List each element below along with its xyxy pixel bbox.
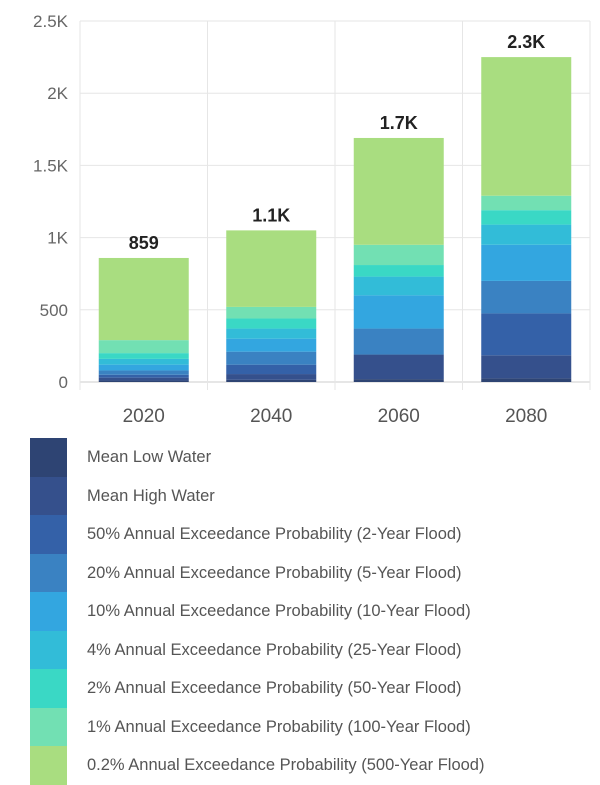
legend-swatch bbox=[30, 707, 67, 746]
legend-label: 50% Annual Exceedance Probability (2-Yea… bbox=[87, 525, 462, 543]
legend-label: 2% Annual Exceedance Probability (50-Yea… bbox=[87, 679, 462, 697]
legend-label: 10% Annual Exceedance Probability (10-Ye… bbox=[87, 602, 471, 620]
legend-item[interactable]: 10% Annual Exceedance Probability (10-Ye… bbox=[30, 592, 595, 631]
legend-label: 0.2% Annual Exceedance Probability (500-… bbox=[87, 756, 485, 774]
bar-total-label: 1.1K bbox=[252, 205, 290, 225]
bar-segment bbox=[481, 57, 572, 196]
legend-swatch bbox=[30, 553, 67, 592]
bar-segment bbox=[226, 374, 317, 380]
legend-item[interactable]: 2% Annual Exceedance Probability (50-Yea… bbox=[30, 669, 595, 708]
bar-segment bbox=[98, 377, 189, 381]
legend-swatch bbox=[30, 438, 67, 477]
bar-segment bbox=[481, 280, 572, 314]
bar-segment bbox=[98, 353, 189, 359]
legend-label: Mean High Water bbox=[87, 486, 215, 505]
bar-segment bbox=[98, 358, 189, 365]
bar-segment bbox=[353, 276, 444, 296]
legend-label: 20% Annual Exceedance Probability (5-Yea… bbox=[87, 563, 462, 582]
legend-item[interactable]: Mean Low Water bbox=[30, 438, 595, 477]
y-tick-label: 2K bbox=[47, 84, 68, 103]
bar-segment bbox=[226, 379, 317, 382]
bar-segment bbox=[353, 354, 444, 380]
bar-segment bbox=[98, 257, 189, 341]
x-tick-label: 2020 bbox=[123, 406, 165, 427]
legend-swatch bbox=[30, 515, 67, 554]
bar-segment bbox=[98, 340, 189, 354]
bar-segment bbox=[353, 295, 444, 329]
bar-segment bbox=[98, 370, 189, 375]
legend-item[interactable]: 0.2% Annual Exceedance Probability (500-… bbox=[30, 746, 595, 785]
bar-total-label: 1.7K bbox=[380, 113, 418, 133]
y-tick-label: 1.5K bbox=[33, 156, 69, 175]
legend-item[interactable]: 4% Annual Exceedance Probability (25-Yea… bbox=[30, 630, 595, 669]
x-axis-labels: 2020 2040 2060 2080 bbox=[123, 406, 548, 427]
bar-segment bbox=[226, 364, 317, 375]
y-tick-label: 500 bbox=[40, 301, 68, 320]
bar-segment bbox=[226, 351, 317, 365]
legend-item[interactable]: 50% Annual Exceedance Probability (2-Yea… bbox=[30, 515, 595, 554]
legend-item[interactable]: Mean High Water bbox=[30, 476, 595, 515]
legend-swatch bbox=[30, 592, 67, 631]
bar-segment bbox=[226, 328, 317, 339]
y-axis-labels: 0 500 1K 1.5K 2K 2.5K bbox=[33, 12, 69, 392]
legend-swatch bbox=[30, 669, 67, 708]
bar-segment bbox=[226, 338, 317, 352]
bar-segment bbox=[353, 244, 444, 266]
bar-segment bbox=[481, 355, 572, 379]
bar-segment bbox=[353, 137, 444, 245]
bar-segment bbox=[481, 224, 572, 245]
legend-label: 1% Annual Exceedance Probability (100-Ye… bbox=[87, 717, 471, 736]
bar-segment bbox=[481, 210, 572, 225]
bar-segment bbox=[226, 318, 317, 329]
legend-label: 4% Annual Exceedance Probability (25-Yea… bbox=[87, 640, 462, 659]
x-tick-label: 2060 bbox=[378, 406, 420, 427]
x-tick-label: 2040 bbox=[250, 406, 292, 427]
bar-segment bbox=[353, 328, 444, 355]
legend-item[interactable]: 1% Annual Exceedance Probability (100-Ye… bbox=[30, 707, 595, 746]
x-tick-label: 2080 bbox=[505, 406, 547, 427]
bar-segment bbox=[481, 313, 572, 356]
bar-segment bbox=[353, 379, 444, 382]
legend-item[interactable]: 20% Annual Exceedance Probability (5-Yea… bbox=[30, 553, 595, 592]
bar-total-label: 2.3K bbox=[507, 32, 545, 52]
legend-swatch bbox=[30, 476, 67, 515]
bar-segment bbox=[98, 374, 189, 378]
bar-segment bbox=[353, 265, 444, 277]
bar-segment bbox=[226, 306, 317, 319]
legend-label: Mean Low Water bbox=[87, 448, 212, 466]
bar-segment bbox=[98, 364, 189, 371]
bar-segment bbox=[481, 244, 572, 281]
bar-segment bbox=[98, 380, 189, 382]
bar-segment bbox=[481, 195, 572, 211]
y-tick-label: 1K bbox=[47, 229, 68, 248]
bar-total-label: 859 bbox=[129, 233, 159, 253]
legend-swatch bbox=[30, 630, 67, 669]
chart-legend: Mean Low Water Mean High Water 50% Annual … bbox=[30, 438, 595, 785]
bar-segment bbox=[481, 378, 572, 382]
bar-total-labels: 859 1.1K 1.7K 2.3K bbox=[129, 32, 546, 253]
legend-swatch bbox=[30, 746, 67, 785]
y-tick-label: 0 bbox=[59, 373, 68, 392]
bar-segment bbox=[226, 230, 317, 307]
chart-bars bbox=[98, 57, 572, 382]
stacked-bar-chart: 0 500 1K 1.5K 2K 2.5K 2020 2040 2060 2080 859 1.1… bbox=[33, 12, 591, 427]
y-tick-label: 2.5K bbox=[33, 12, 69, 31]
